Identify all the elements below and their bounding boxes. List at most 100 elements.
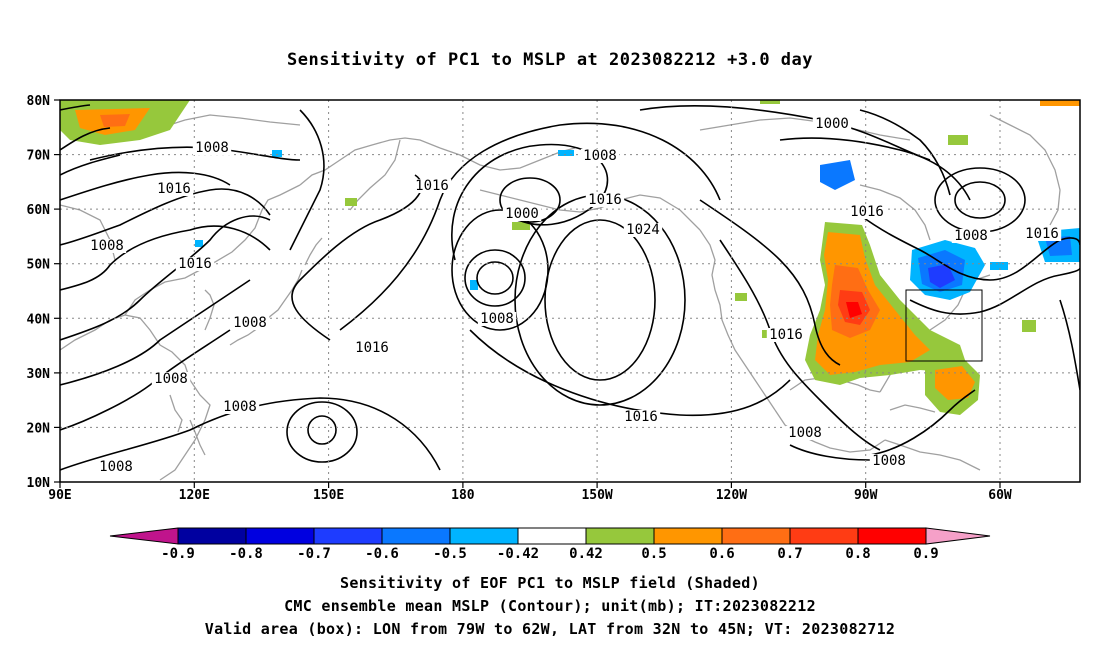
contour-label: 1008 — [99, 459, 133, 475]
colorbar-segment — [789, 527, 859, 545]
contour-label: 1016 — [415, 178, 449, 194]
contour-label-bg — [623, 223, 663, 237]
contour-label: 1024 — [626, 222, 660, 238]
contour-label: 1016 — [769, 327, 803, 343]
colorbar-segment — [653, 527, 723, 545]
colorbar-label: -0.6 — [365, 546, 399, 562]
colorbar-segment — [585, 527, 655, 545]
colorbar-segment — [857, 527, 927, 545]
caption-line-1: Sensitivity of EOF PC1 to MSLP field (Sh… — [340, 574, 760, 592]
contour-label: 1016 — [157, 181, 191, 197]
valid-area-box — [905, 289, 983, 362]
contour-label: 1008 — [90, 238, 124, 254]
colorbar-segment — [381, 527, 451, 545]
contour-label-bg — [1022, 227, 1062, 241]
map-title: Sensitivity of PC1 to MSLP at 2023082212… — [286, 50, 813, 70]
contour-label-bg — [352, 341, 392, 355]
caption-line-2: CMC ensemble mean MSLP (Contour); unit(m… — [284, 597, 816, 615]
contour-label: 1016 — [624, 409, 658, 425]
lon-label: 90E — [48, 488, 71, 503]
colorbar-segment — [517, 527, 587, 545]
colorbar-high-arrow — [925, 527, 991, 545]
lon-label: 60W — [988, 488, 1012, 503]
lat-label: 70N — [27, 149, 51, 164]
contour-label-bg — [412, 179, 452, 193]
lon-label: 150W — [581, 488, 612, 503]
colorbar-segment — [177, 527, 247, 545]
contour-label-bg — [151, 372, 191, 386]
colorbar-label: 0.9 — [913, 546, 938, 562]
lon-label: 150E — [313, 488, 344, 503]
coastlines — [60, 114, 1061, 481]
lat-label: 50N — [27, 258, 51, 273]
colorbar-label: -0.5 — [433, 546, 467, 562]
colorbar-label: 0.42 — [569, 546, 603, 562]
contour-label-bg — [785, 426, 825, 440]
lon-label: 180 — [451, 488, 475, 503]
contour-label: 1016 — [355, 340, 389, 356]
contour-label-bg — [585, 193, 625, 207]
colorbar-labels: -0.9 -0.8 -0.7 -0.6 -0.5 -0.42 0.42 0.5 0.6 0.7 0.… — [161, 546, 939, 562]
contour-label-bg — [192, 141, 232, 155]
contour-label: 1016 — [588, 192, 622, 208]
lat-label: 60N — [27, 203, 51, 218]
contour-label-bg — [580, 149, 620, 163]
contour-label-bg — [847, 205, 887, 219]
lat-label: 20N — [27, 421, 51, 436]
colorbar-segment — [313, 527, 383, 545]
lat-label: 30N — [27, 367, 51, 382]
mslp-contours — [60, 104, 1080, 471]
longitude-labels: 90E 120E 150E 180 150W 120W 90W 60W — [48, 482, 1012, 503]
lon-label: 90W — [854, 488, 878, 503]
colorbar-label: 0.7 — [777, 546, 802, 562]
colorbar-label: -0.8 — [229, 546, 263, 562]
contour-label: 1008 — [583, 148, 617, 164]
latitude-labels: 80N 70N 60N 50N 40N 30N 20N 10N — [27, 94, 60, 491]
contour-label-bg — [87, 239, 127, 253]
contour-label: 1016 — [850, 204, 884, 220]
contour-label: 1008 — [788, 425, 822, 441]
lat-label: 80N — [27, 94, 51, 109]
lon-label: 120E — [179, 488, 210, 503]
colorbar-label: -0.7 — [297, 546, 331, 562]
lat-label: 40N — [27, 312, 51, 327]
contour-label-bg — [154, 182, 194, 196]
contour-label-bg — [951, 229, 991, 243]
contour-label-bg — [175, 257, 215, 271]
contour-label-bg — [502, 207, 542, 221]
contour-label-bg — [220, 400, 260, 414]
lat-label: 10N — [27, 476, 51, 491]
colorbar-label: -0.9 — [161, 546, 195, 562]
colorbar-low-arrow — [109, 527, 179, 545]
contour-label: 1008 — [954, 228, 988, 244]
contour-label: 1008 — [223, 399, 257, 415]
contour-label-bg — [766, 328, 806, 342]
contour-label-bg — [621, 410, 661, 424]
contour-label: 1008 — [480, 311, 514, 327]
colorbar-label: -0.42 — [497, 546, 539, 562]
contour-label-bg — [869, 454, 909, 468]
contour-label-bg — [230, 316, 270, 330]
contour-label: 1008 — [233, 315, 267, 331]
colorbar-segment — [721, 527, 791, 545]
contour-label: 1008 — [872, 453, 906, 469]
colorbar-label: 0.5 — [641, 546, 666, 562]
contour-label-bg — [477, 312, 517, 326]
contour-label: 1008 — [195, 140, 229, 156]
lon-label: 120W — [716, 488, 747, 503]
colorbar-label: 0.8 — [845, 546, 870, 562]
contour-label: 1000 — [505, 206, 539, 222]
contour-label: 1016 — [1025, 226, 1059, 242]
colorbar-label: 0.6 — [709, 546, 734, 562]
contour-label: 1008 — [154, 371, 188, 387]
contour-label: 1016 — [178, 256, 212, 272]
sensitivity-shading — [60, 100, 1080, 415]
colorbar — [109, 527, 991, 545]
contour-label-bg — [812, 117, 852, 131]
map-frame — [59, 99, 1081, 483]
colorbar-segment — [449, 527, 519, 545]
contour-label: 1000 — [815, 116, 849, 132]
contour-label-bg — [96, 460, 136, 474]
colorbar-segment — [245, 527, 315, 545]
